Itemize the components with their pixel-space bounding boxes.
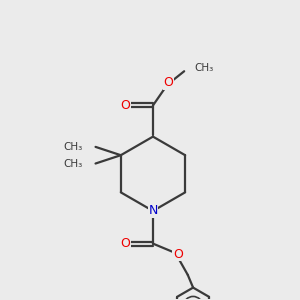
Text: N: N bbox=[148, 204, 158, 218]
Text: CH₃: CH₃ bbox=[64, 142, 83, 152]
Text: CH₃: CH₃ bbox=[195, 63, 214, 73]
Text: O: O bbox=[164, 76, 173, 89]
Text: O: O bbox=[173, 248, 183, 260]
Text: O: O bbox=[120, 99, 130, 112]
Text: CH₃: CH₃ bbox=[64, 158, 83, 169]
Text: O: O bbox=[120, 237, 130, 250]
